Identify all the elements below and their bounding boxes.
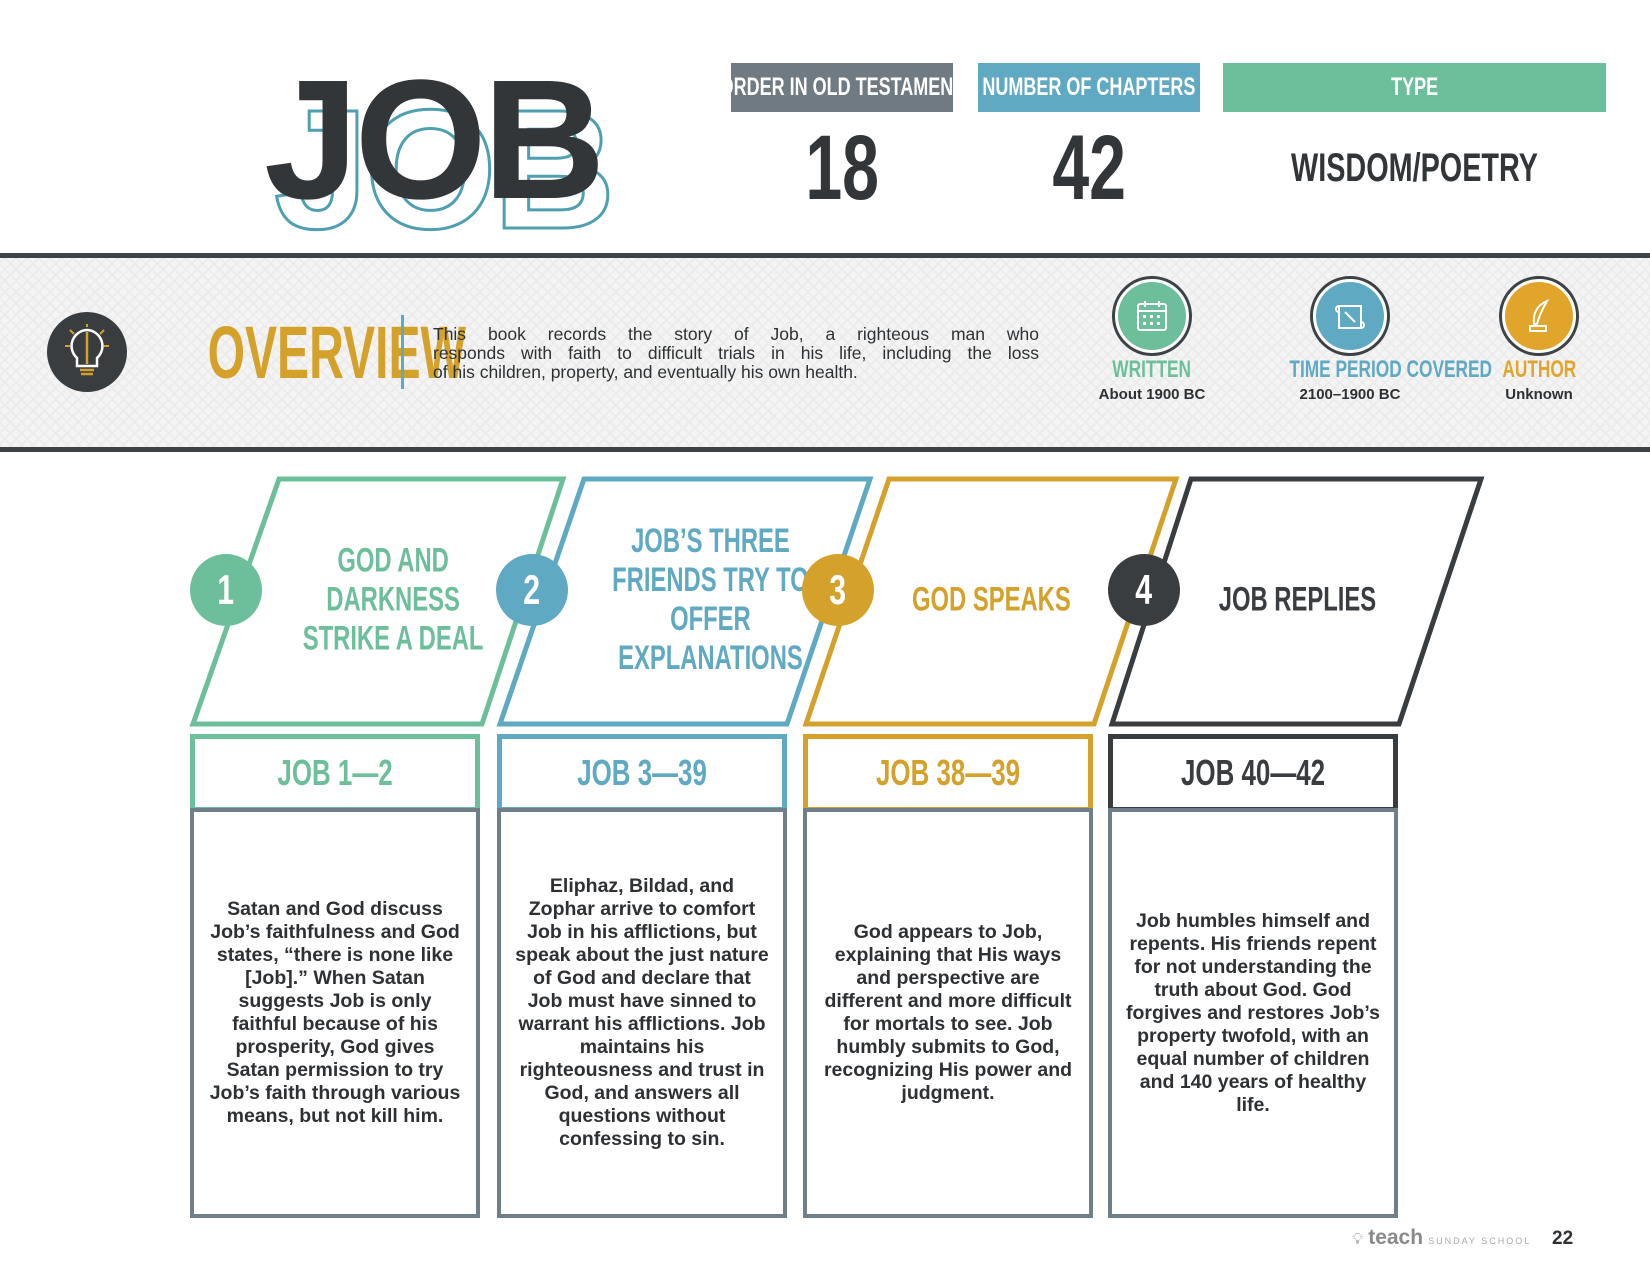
- overview-heading-text: OVERVIEW: [207, 311, 466, 394]
- section-title-line: EXPLANATIONS: [618, 639, 803, 677]
- type-value-text: WISDOM/POETRY: [1291, 145, 1538, 190]
- section-title-line: JOB REPLIES: [1218, 580, 1376, 619]
- overview-heading: OVERVIEW: [138, 310, 466, 394]
- overview-band: [0, 253, 1650, 452]
- meta-value: Unknown: [1505, 386, 1573, 403]
- section-title-line: FRIENDS TRY TO: [612, 561, 809, 599]
- section-title-line: STRIKE A DEAL: [302, 619, 484, 658]
- book-title-outline: JOB: [273, 74, 618, 267]
- overview-text: This book records the story of Job, a ri…: [433, 325, 1039, 382]
- meta-time-period: TIME PERIOD COVERED 2100–1900 BC: [1250, 276, 1492, 403]
- meta-label: AUTHOR: [1502, 356, 1576, 383]
- book-title-text: JOB: [264, 45, 606, 235]
- section-description-text: Satan and God discuss Job’s faithfulness…: [209, 898, 461, 1127]
- section-title: GOD AND DARKNESS STRIKE A DEAL: [264, 542, 494, 659]
- section-reference: JOB 1—2: [190, 734, 480, 812]
- section-1-banner: [189, 476, 567, 727]
- order-value-text: 18: [805, 116, 879, 219]
- book-title: JOB JOB: [240, 30, 617, 267]
- section-title-line: DARKNESS: [326, 580, 460, 619]
- order-label: ORDER IN OLD TESTAMENT: [720, 63, 964, 112]
- section-number-badge: 2: [496, 554, 568, 626]
- section-title-line: OFFER: [670, 600, 751, 638]
- meta-value: 2100–1900 BC: [1299, 386, 1401, 403]
- order-label-text: ORDER IN OLD TESTAMENT: [719, 73, 965, 101]
- lightbulb-icon: 💡︎: [1352, 1231, 1364, 1248]
- section-number: 2: [523, 566, 541, 613]
- section-title: JOB REPLIES: [1182, 581, 1412, 620]
- lightbulb-brain-icon: [47, 312, 127, 392]
- section-description-text: God appears to Job, explaining that His …: [823, 921, 1073, 1104]
- page-number: 22: [1552, 1228, 1574, 1249]
- section-title: GOD SPEAKS: [876, 581, 1106, 620]
- section-number-badge: 1: [190, 554, 262, 626]
- section-2-banner: [496, 476, 874, 727]
- order-value: 18: [731, 116, 953, 219]
- section-reference-text: JOB 3—39: [577, 752, 707, 793]
- overview-line: responds with faith to difficult trials …: [433, 343, 1039, 363]
- section-number: 3: [829, 566, 847, 613]
- section-number: 1: [217, 566, 235, 613]
- meta-author: AUTHOR Unknown: [1439, 276, 1639, 403]
- footer-brand-name: teach: [1368, 1226, 1424, 1249]
- section-description: Job humbles himself and repents. His fri…: [1108, 808, 1398, 1218]
- section-description: God appears to Job, explaining that His …: [803, 808, 1093, 1218]
- quill-icon: [1499, 276, 1579, 356]
- section-number-badge: 4: [1108, 554, 1180, 626]
- section-description: Eliphaz, Bildad, and Zophar arrive to co…: [497, 808, 787, 1218]
- section-title-line: GOD AND: [337, 541, 449, 580]
- section-description-text: Job humbles himself and repents. His fri…: [1126, 909, 1380, 1116]
- type-label: TYPE: [1223, 63, 1606, 112]
- overview-line: This book records the story of Job, a ri…: [433, 324, 1039, 344]
- section-description: Satan and God discuss Job’s faithfulness…: [190, 808, 480, 1218]
- overview-line: of his children, property, and eventuall…: [433, 362, 858, 382]
- section-number-badge: 3: [802, 554, 874, 626]
- meta-value: About 1900 BC: [1098, 386, 1206, 403]
- section-reference-text: JOB 1—2: [277, 752, 393, 793]
- footer-brand-sub: SUNDAY SCHOOL: [1428, 1236, 1532, 1246]
- section-4-banner: [1108, 476, 1485, 727]
- chapters-value: 42: [978, 116, 1200, 219]
- section-reference: JOB 40—42: [1108, 734, 1398, 812]
- footer-brand: 💡︎ teach SUNDAY SCHOOL: [1352, 1226, 1531, 1250]
- chapters-label-text: NUMBER OF CHAPTERS: [982, 73, 1196, 101]
- section-description-text: Eliphaz, Bildad, and Zophar arrive to co…: [515, 875, 769, 1150]
- section-number: 4: [1135, 566, 1153, 613]
- section-title-line: JOB’S THREE: [631, 522, 790, 560]
- section-title-line: GOD SPEAKS: [911, 580, 1071, 619]
- section-reference-text: JOB 40—42: [1180, 752, 1326, 793]
- chapters-label: NUMBER OF CHAPTERS: [978, 63, 1200, 112]
- type-label-text: TYPE: [1390, 73, 1438, 101]
- section-3-banner: [802, 476, 1180, 727]
- meta-label: WRITTEN: [1112, 356, 1192, 383]
- meta-written: WRITTEN About 1900 BC: [1052, 276, 1252, 403]
- overview-divider: [401, 315, 404, 389]
- type-value: WISDOM/POETRY: [1223, 118, 1606, 218]
- section-title: JOB’S THREE FRIENDS TRY TO OFFER EXPLANATIO…: [570, 522, 809, 678]
- scroll-icon: [1310, 276, 1390, 356]
- section-reference: JOB 38—39: [803, 734, 1093, 812]
- calendar-icon: [1112, 276, 1192, 356]
- section-reference-text: JOB 38—39: [875, 752, 1021, 793]
- chapters-value-text: 42: [1052, 116, 1126, 219]
- meta-label: TIME PERIOD COVERED: [1289, 356, 1492, 383]
- section-reference: JOB 3—39: [497, 734, 787, 812]
